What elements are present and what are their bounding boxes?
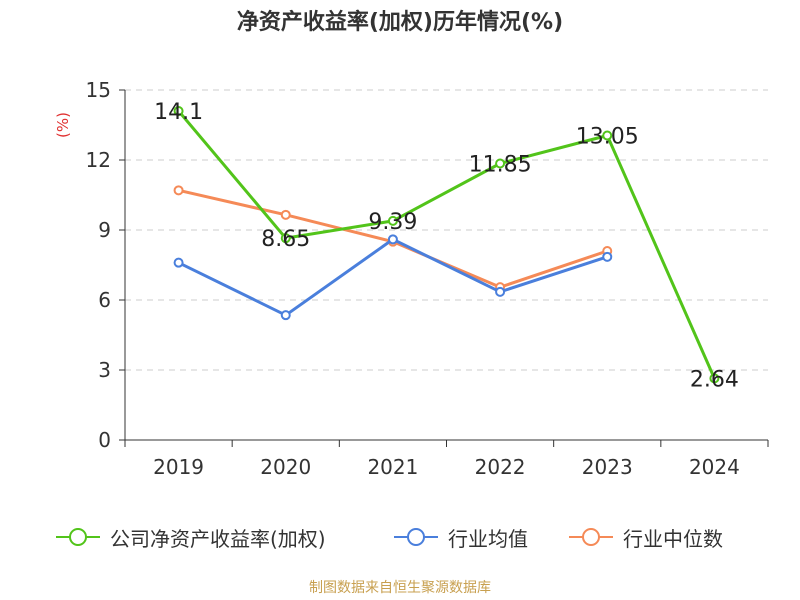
data-label: 11.85 (469, 153, 532, 178)
series-line-1 (177, 237, 608, 317)
series-1-point (602, 251, 613, 262)
y-tick-label: 3 (98, 358, 111, 382)
y-tick-label: 9 (98, 218, 111, 242)
series-1-point (173, 257, 184, 268)
series-1-point (280, 310, 291, 321)
legend-line-marker-icon (394, 528, 438, 546)
legend-label: 公司净资产收益率(加权) (110, 526, 326, 551)
legend-line-marker-icon (56, 528, 100, 546)
axes: 0 3 6 9 12 15 2019 2020 2021 2022 2023 2024 (%) (54, 78, 769, 479)
x-tick-label: 2021 (367, 455, 418, 479)
legend-item[interactable]: 行业均值 (392, 522, 528, 552)
series-lines (173, 106, 720, 384)
data-label: 14.1 (154, 100, 203, 125)
series-0-point (495, 158, 506, 169)
series-0-point (602, 130, 613, 141)
y-tick-label: 0 (98, 428, 111, 452)
series-1-point (387, 234, 398, 245)
legend-item[interactable]: 行业中位数 (567, 522, 723, 552)
x-tick-label: 2022 (475, 455, 526, 479)
x-tick-label: 2019 (153, 455, 204, 479)
y-tick-label: 12 (86, 148, 111, 172)
series-0-point (280, 233, 291, 244)
legend: 公司净资产收益率(加权) 行业均值 行业中位数 (0, 522, 800, 552)
series-1-point (495, 286, 506, 297)
legend-line-marker-icon (569, 528, 613, 546)
data-label: 9.39 (368, 210, 417, 235)
series-0-point (173, 106, 184, 116)
y-axis-label: (%) (54, 112, 72, 138)
x-tick-label: 2024 (689, 455, 740, 479)
legend-item[interactable]: 公司净资产收益率(加权) (54, 522, 326, 552)
source-note: 制图数据来自恒生聚源数据库 (309, 580, 491, 596)
series-2-point (280, 209, 291, 220)
series-0-point (387, 215, 398, 226)
series-0-point (709, 373, 720, 384)
chart-title: 净资产收益率(加权)历年情况(%) (236, 10, 564, 35)
legend-label: 行业中位数 (623, 526, 723, 551)
x-tick-label: 2020 (260, 455, 311, 479)
y-tick-label: 15 (86, 78, 111, 102)
data-label: 13.05 (576, 125, 639, 150)
x-tick-label: 2023 (582, 455, 633, 479)
legend-label: 行业均值 (448, 526, 528, 551)
data-labels: 14.1 8.65 9.39 11.85 13.05 2.64 (154, 100, 739, 392)
grid-lines (125, 89, 768, 371)
data-label: 2.64 (690, 367, 739, 392)
y-tick-label: 6 (98, 288, 111, 312)
series-2-point (173, 185, 184, 196)
data-label: 8.65 (261, 227, 310, 252)
series-line-0 (177, 110, 716, 380)
